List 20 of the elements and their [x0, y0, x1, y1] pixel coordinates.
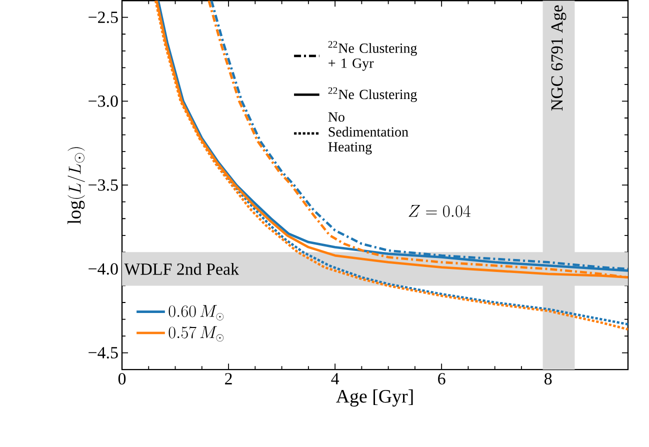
legend-label: $0.57\,M_\odot$: [168, 326, 224, 342]
x-axis-title: Age [Gyr]: [336, 390, 413, 407]
legend-label: $0.60\,M_\odot$: [168, 305, 224, 321]
annotation: No Sedimentation Heating: [328, 112, 408, 155]
y-axis-title: $\log(L/L_\odot)$: [67, 147, 85, 224]
annotation: $^{22}$Ne Clustering: [328, 88, 417, 102]
y-tick-label: −3.0: [88, 96, 118, 108]
x-tick-label: 0: [118, 373, 126, 385]
x-tick-label: 2: [225, 373, 232, 385]
y-tick-label: −2.5: [88, 12, 118, 24]
x-tick-label: 4: [331, 373, 340, 384]
x-tick-label: 6: [438, 373, 446, 385]
band-label: WDLF 2nd Peak: [124, 263, 239, 276]
y-tick-label: −4.5: [88, 347, 118, 359]
band-label: NGC 6791 Age: [551, 6, 566, 111]
annotation: $^{22}$Ne Clustering + 1 Gyr: [328, 41, 417, 71]
y-tick-label: −3.5: [88, 180, 118, 192]
y-tick-label: −4.0: [88, 263, 118, 275]
x-tick-label: 8: [544, 373, 552, 385]
annotation: $Z = 0.04$: [408, 205, 470, 218]
